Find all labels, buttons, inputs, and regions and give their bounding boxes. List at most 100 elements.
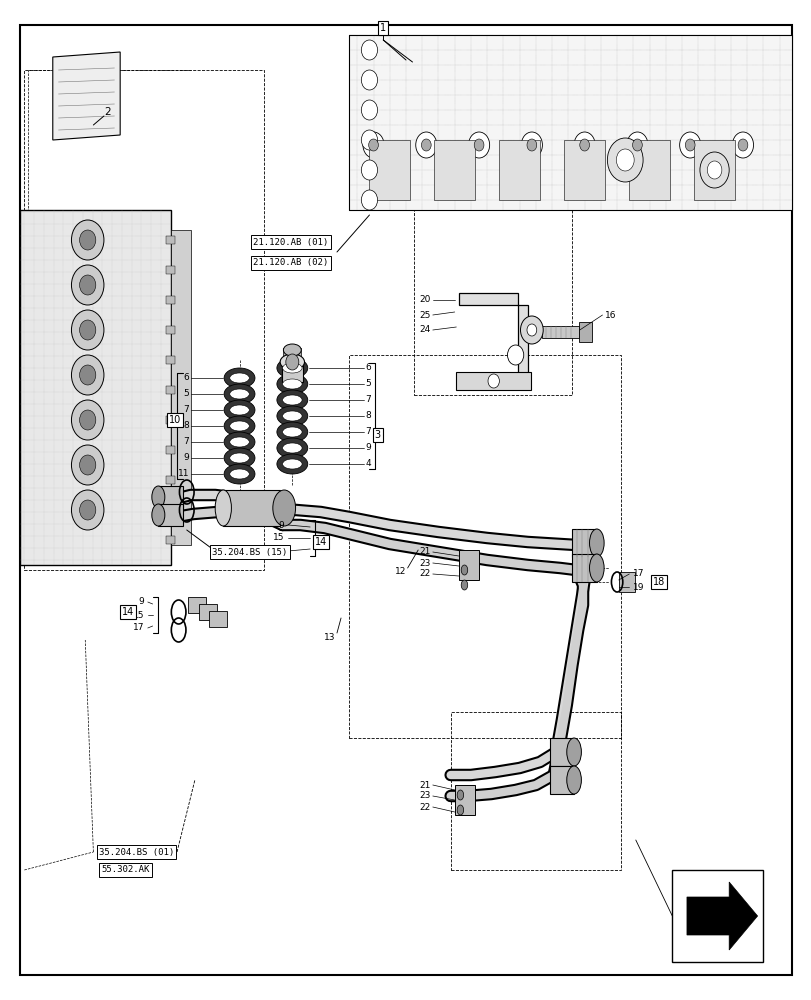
Ellipse shape bbox=[589, 554, 603, 582]
Circle shape bbox=[79, 320, 96, 340]
Ellipse shape bbox=[215, 490, 231, 526]
Text: 16: 16 bbox=[604, 310, 616, 320]
Text: 23: 23 bbox=[418, 558, 430, 568]
Circle shape bbox=[706, 161, 721, 179]
Bar bbox=[223, 490, 280, 526]
Ellipse shape bbox=[457, 805, 463, 815]
Bar bbox=[166, 266, 174, 274]
Ellipse shape bbox=[152, 504, 165, 526]
Bar bbox=[349, 355, 620, 738]
Bar bbox=[564, 140, 604, 200]
Bar bbox=[158, 486, 182, 508]
Text: 8: 8 bbox=[365, 412, 371, 420]
Text: 21.120.AB (01): 21.120.AB (01) bbox=[253, 237, 328, 246]
Circle shape bbox=[679, 132, 700, 158]
Text: 7: 7 bbox=[183, 406, 189, 414]
Polygon shape bbox=[53, 52, 120, 140]
Text: 19: 19 bbox=[633, 582, 644, 591]
Ellipse shape bbox=[282, 395, 302, 405]
Bar bbox=[166, 536, 174, 544]
Text: 23: 23 bbox=[418, 792, 430, 800]
Bar bbox=[166, 386, 174, 394]
Text: 22: 22 bbox=[418, 802, 430, 812]
Bar bbox=[499, 140, 539, 200]
Text: 12: 12 bbox=[394, 568, 406, 576]
Ellipse shape bbox=[272, 490, 295, 526]
Circle shape bbox=[507, 345, 523, 365]
Ellipse shape bbox=[282, 427, 302, 437]
Text: 20: 20 bbox=[418, 296, 430, 304]
Ellipse shape bbox=[277, 406, 307, 426]
Circle shape bbox=[71, 355, 104, 395]
Circle shape bbox=[468, 132, 489, 158]
Circle shape bbox=[626, 132, 647, 158]
Circle shape bbox=[474, 139, 483, 151]
Bar bbox=[20, 210, 170, 565]
Bar bbox=[450, 712, 620, 870]
Bar bbox=[166, 506, 174, 514]
Circle shape bbox=[684, 139, 694, 151]
Text: 9: 9 bbox=[139, 597, 144, 606]
Circle shape bbox=[79, 410, 96, 430]
Text: 6: 6 bbox=[365, 363, 371, 372]
Bar bbox=[549, 766, 573, 794]
Bar bbox=[209, 611, 227, 627]
Ellipse shape bbox=[277, 422, 307, 442]
Circle shape bbox=[71, 310, 104, 350]
Circle shape bbox=[71, 445, 104, 485]
Circle shape bbox=[79, 455, 96, 475]
Bar bbox=[549, 738, 573, 766]
Bar bbox=[458, 550, 478, 580]
Text: 6: 6 bbox=[183, 373, 189, 382]
Circle shape bbox=[79, 365, 96, 385]
Circle shape bbox=[361, 190, 377, 210]
Text: 15: 15 bbox=[272, 534, 284, 542]
Circle shape bbox=[79, 275, 96, 295]
Circle shape bbox=[616, 149, 633, 171]
Circle shape bbox=[363, 132, 384, 158]
Text: 9: 9 bbox=[278, 520, 284, 530]
Ellipse shape bbox=[224, 432, 255, 452]
Text: 7: 7 bbox=[183, 438, 189, 446]
Text: 35.204.BS (15): 35.204.BS (15) bbox=[212, 548, 287, 556]
Ellipse shape bbox=[277, 390, 307, 410]
Bar bbox=[434, 140, 474, 200]
Circle shape bbox=[79, 230, 96, 250]
Circle shape bbox=[632, 139, 642, 151]
Ellipse shape bbox=[282, 379, 302, 389]
Circle shape bbox=[415, 132, 436, 158]
Bar bbox=[349, 35, 791, 210]
Circle shape bbox=[526, 139, 536, 151]
Text: 25: 25 bbox=[418, 310, 430, 320]
Ellipse shape bbox=[224, 384, 255, 404]
Ellipse shape bbox=[461, 565, 467, 575]
Text: 9: 9 bbox=[365, 444, 371, 452]
Circle shape bbox=[573, 132, 594, 158]
Circle shape bbox=[79, 500, 96, 520]
Text: 24: 24 bbox=[418, 326, 430, 334]
Ellipse shape bbox=[277, 454, 307, 474]
Bar bbox=[166, 296, 174, 304]
Circle shape bbox=[421, 139, 431, 151]
Text: 17: 17 bbox=[272, 546, 284, 556]
Circle shape bbox=[526, 324, 536, 336]
Ellipse shape bbox=[230, 405, 249, 415]
Bar bbox=[572, 529, 596, 557]
Text: 10: 10 bbox=[168, 415, 181, 425]
Text: 5: 5 bbox=[183, 389, 189, 398]
Ellipse shape bbox=[589, 529, 603, 557]
Ellipse shape bbox=[282, 411, 302, 421]
Text: 35.204.BS (01): 35.204.BS (01) bbox=[99, 848, 174, 856]
Circle shape bbox=[521, 132, 542, 158]
Bar bbox=[166, 416, 174, 424]
Ellipse shape bbox=[277, 374, 307, 394]
Circle shape bbox=[71, 265, 104, 305]
Ellipse shape bbox=[224, 464, 255, 484]
Bar bbox=[199, 604, 217, 620]
Bar bbox=[629, 140, 669, 200]
Bar bbox=[283, 348, 301, 362]
Circle shape bbox=[285, 354, 298, 370]
Circle shape bbox=[579, 139, 589, 151]
Ellipse shape bbox=[277, 438, 307, 458]
Bar bbox=[693, 140, 734, 200]
